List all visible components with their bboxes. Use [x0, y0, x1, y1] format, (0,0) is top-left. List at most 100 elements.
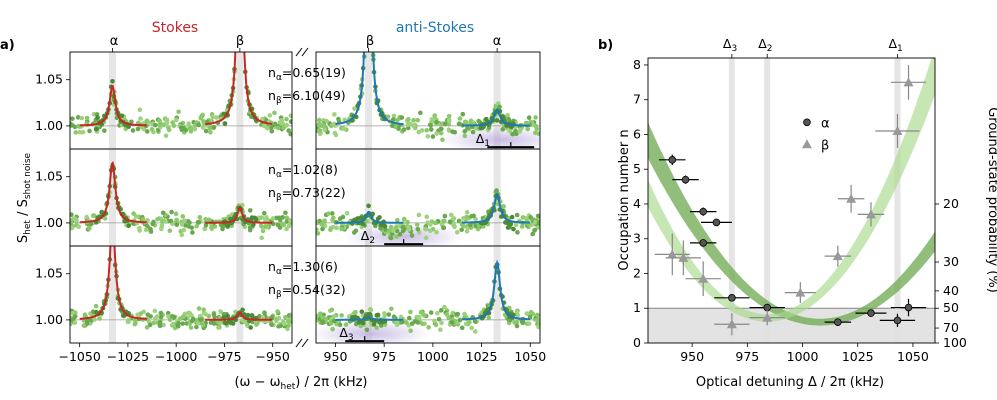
data-point	[203, 311, 208, 317]
data-point	[264, 215, 269, 220]
data-point	[211, 321, 217, 326]
data-point	[388, 224, 394, 230]
fit-antistokes-beta	[335, 52, 404, 126]
data-point	[360, 221, 366, 227]
data-point	[221, 312, 227, 317]
data-point	[265, 125, 270, 131]
data-point	[326, 211, 331, 216]
antistokes-frame	[315, 245, 541, 344]
data-point	[435, 310, 440, 316]
data-point	[464, 215, 470, 220]
data-point	[81, 323, 87, 328]
data-point	[70, 311, 75, 316]
data-point	[88, 221, 94, 227]
data-point	[97, 316, 102, 321]
ytick-label: 1.00	[35, 312, 63, 327]
stokes-row-1	[70, 52, 292, 149]
n-alpha-label: nα=1.30(6)	[268, 259, 338, 277]
data-point	[201, 307, 207, 312]
n-beta-label: nβ=6.10(49)	[268, 88, 346, 106]
data-point	[216, 325, 221, 330]
data-point	[433, 322, 439, 328]
data-point	[190, 318, 195, 324]
data-point	[261, 123, 267, 129]
panel-a-plots: Δ1 1.00 1.05 nα=0.65(19) nβ=6.10(49) Δ2 1.00 1.…	[35, 47, 546, 364]
panel-b-xlabel: Optical detuning Δ / 2π (kHz)	[696, 375, 884, 390]
data-point	[514, 309, 520, 314]
data-point	[462, 128, 468, 134]
point-alpha	[668, 156, 677, 164]
axis-break	[301, 47, 309, 57]
data-point	[452, 224, 457, 230]
data-point	[110, 78, 115, 84]
legend-label-alpha: α	[821, 116, 830, 131]
point-alpha	[763, 303, 772, 312]
point-alpha	[834, 318, 842, 326]
data-point	[132, 321, 138, 327]
data-point	[368, 307, 374, 313]
data-point	[209, 225, 214, 230]
data-point	[463, 321, 469, 327]
ytick-label: 2	[633, 265, 641, 280]
data-point	[275, 309, 280, 314]
data-point	[135, 312, 140, 318]
data-point	[533, 219, 538, 225]
data-point	[367, 311, 373, 317]
data-point	[253, 217, 259, 222]
data-point	[206, 217, 212, 223]
point-alpha	[681, 175, 690, 184]
data-point	[520, 320, 525, 326]
data-point	[148, 314, 153, 319]
data-point	[268, 125, 274, 131]
data-point	[352, 106, 357, 111]
data-point	[276, 315, 282, 321]
n-beta-label: nβ=0.73(22)	[268, 185, 346, 203]
data-point	[425, 134, 431, 139]
data-point	[126, 223, 131, 229]
data-point	[451, 216, 457, 221]
data-point	[289, 319, 292, 325]
xtick-label: −1050	[59, 349, 101, 364]
data-point	[281, 321, 287, 326]
data-point	[343, 322, 349, 327]
data-point	[464, 229, 470, 234]
data-point	[144, 129, 150, 134]
data-point	[404, 320, 409, 326]
data-point	[428, 310, 434, 315]
stokes-frame	[69, 245, 293, 344]
xtick-label: 1000	[417, 349, 449, 364]
data-point	[332, 121, 337, 127]
data-point	[508, 221, 514, 227]
data-point	[157, 319, 163, 325]
data-point	[324, 118, 329, 124]
data-point	[353, 309, 358, 315]
data-point	[520, 215, 526, 220]
data-point	[202, 226, 208, 232]
data-point	[196, 306, 202, 311]
data-point	[210, 114, 216, 120]
data-point	[72, 314, 78, 320]
data-point	[84, 214, 89, 220]
data-point	[179, 222, 185, 227]
data-point	[401, 127, 407, 132]
data-point	[532, 228, 537, 233]
data-point	[181, 314, 186, 319]
data-point	[200, 125, 206, 130]
data-point	[450, 129, 455, 134]
data-point	[187, 125, 193, 130]
peak-band	[108, 149, 116, 246]
data-point	[149, 126, 155, 132]
fit-stokes-alpha	[79, 246, 147, 320]
data-point	[157, 122, 162, 128]
data-point	[261, 210, 267, 216]
legend-label-beta: β	[821, 138, 829, 153]
data-point	[414, 222, 420, 227]
data-point	[394, 320, 400, 325]
data-point	[370, 211, 375, 217]
data-point	[449, 320, 455, 325]
data-point	[200, 112, 205, 118]
xtick-label: 950	[324, 349, 348, 364]
data-point	[144, 118, 150, 124]
data-point	[144, 325, 150, 330]
data-point	[428, 127, 434, 132]
